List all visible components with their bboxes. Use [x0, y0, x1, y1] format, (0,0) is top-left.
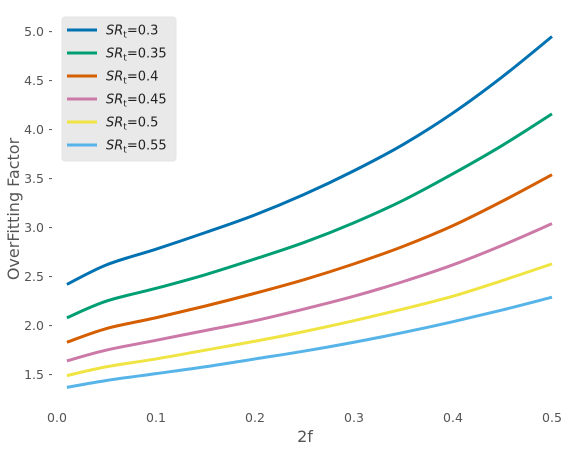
x-axis-label: 2f — [297, 427, 313, 446]
x-axis-ticks: 0.0 0.1 0.2 0.3 0.4 0.5 — [47, 410, 562, 425]
x-tick-label: 0.1 — [146, 410, 166, 425]
legend-label: SRt=0.45 — [106, 93, 167, 110]
y-tick-label: 3.5 — [24, 171, 44, 186]
x-tick-label: 0.3 — [344, 410, 364, 425]
legend-label-suffix: =0.5 — [127, 116, 159, 131]
series-line-2 — [66, 173, 553, 344]
legend-label-subscript: t — [123, 123, 127, 133]
y-tick-label: 3.0 — [24, 220, 44, 235]
legend-label-subscript: t — [123, 146, 127, 156]
x-tick-label: 0.5 — [542, 410, 562, 425]
series-line-5 — [66, 295, 553, 389]
legend-label-prefix: SR — [106, 70, 123, 85]
legend-label: SRt=0.3 — [106, 24, 158, 41]
y-tick-label: 1.5 — [24, 367, 44, 382]
legend: SRt=0.3SRt=0.35SRt=0.4SRt=0.45SRt=0.5SRt… — [61, 16, 177, 162]
legend-label-subscript: t — [123, 31, 127, 41]
legend-label-subscript: t — [123, 100, 127, 110]
x-tick-label: 0.2 — [245, 410, 265, 425]
series-line-4 — [66, 262, 553, 378]
legend-label-prefix: SR — [106, 24, 123, 39]
y-tick-label: 2.0 — [24, 318, 44, 333]
legend-label-prefix: SR — [106, 139, 123, 154]
legend-label: SRt=0.55 — [106, 139, 167, 156]
legend-label-subscript: t — [123, 77, 127, 87]
legend-label-prefix: SR — [106, 116, 123, 131]
legend-label-prefix: SR — [106, 93, 123, 108]
series-line-1 — [66, 112, 553, 320]
legend-label-suffix: =0.55 — [127, 139, 167, 154]
legend-label-subscript: t — [123, 54, 127, 64]
legend-label-suffix: =0.3 — [127, 24, 159, 39]
legend-label: SRt=0.5 — [106, 116, 158, 133]
legend-label-prefix: SR — [106, 47, 123, 62]
x-tick-label: 0.4 — [443, 410, 463, 425]
legend-label: SRt=0.4 — [106, 70, 158, 87]
y-tick-label: 4.5 — [24, 73, 44, 88]
y-tick-label: 2.5 — [24, 269, 44, 284]
legend-label: SRt=0.35 — [106, 47, 167, 64]
y-axis-ticks: 1.5 2.0 2.5 3.0 3.5 4.0 4.5 5.0 — [24, 24, 52, 382]
y-tick-label: 4.0 — [24, 122, 44, 137]
legend-label-suffix: =0.4 — [127, 70, 159, 85]
series-line-0 — [66, 35, 553, 286]
legend-label-suffix: =0.45 — [127, 93, 167, 108]
series-line-3 — [66, 222, 553, 363]
x-tick-label: 0.0 — [47, 410, 67, 425]
y-tick-label: 5.0 — [24, 24, 44, 39]
legend-label-suffix: =0.35 — [127, 47, 167, 62]
series-lines — [66, 35, 553, 389]
y-axis-label: OverFitting Factor — [4, 137, 23, 280]
